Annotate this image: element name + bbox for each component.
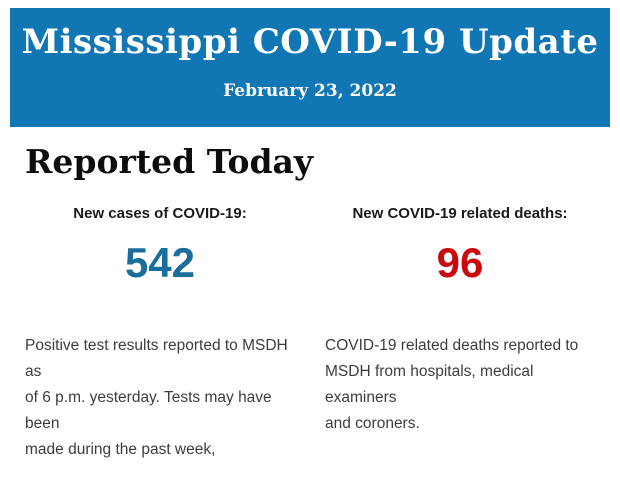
stat-new-deaths: New COVID-19 related deaths: 96 COVID-19…: [310, 205, 610, 463]
new-deaths-value: 96: [436, 239, 484, 286]
new-cases-value: 542: [124, 239, 196, 286]
new-cases-description: Positive test results reported to MSDH a…: [25, 337, 288, 458]
new-deaths-description: COVID-19 related deaths reported to MSDH…: [325, 337, 579, 432]
page-title: Mississippi COVID-19 Update: [21, 22, 599, 62]
new-deaths-label: New COVID-19 related deaths:: [352, 205, 568, 222]
section-title: Reported Today: [25, 142, 314, 181]
newsletter-page: Mississippi COVID-19 Update February 23,…: [10, 8, 610, 463]
header-banner: Mississippi COVID-19 Update February 23,…: [10, 8, 610, 127]
header-date: February 23, 2022: [223, 81, 397, 101]
report-body: Reported Today New cases of COVID-19: 54…: [10, 143, 610, 463]
stat-new-cases: New cases of COVID-19: 542 Positive test…: [10, 205, 310, 463]
new-cases-label: New cases of COVID-19:: [73, 205, 247, 222]
stats-columns: New cases of COVID-19: 542 Positive test…: [10, 205, 610, 463]
